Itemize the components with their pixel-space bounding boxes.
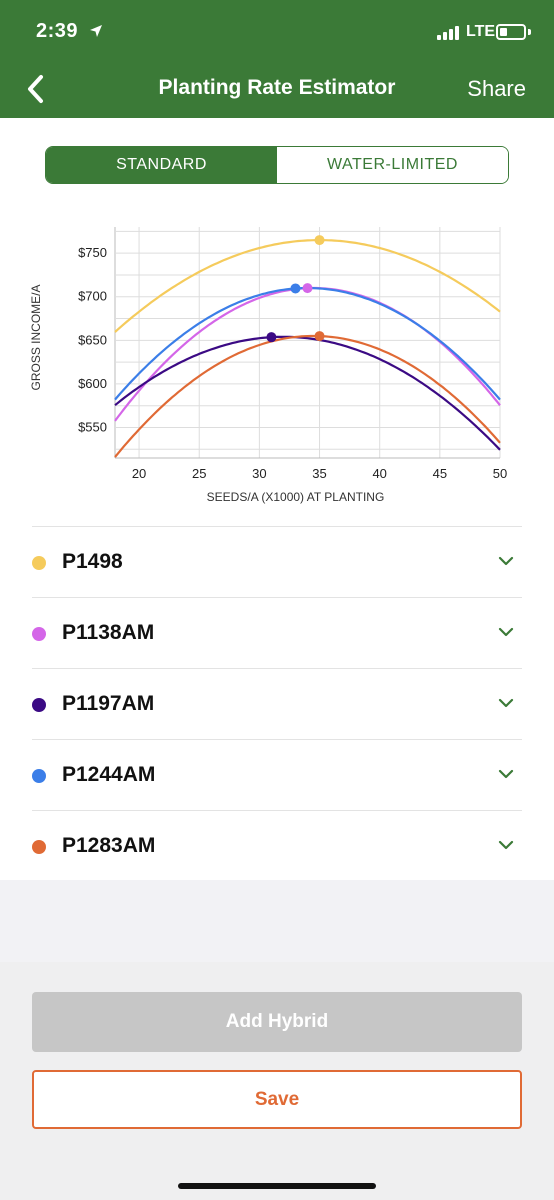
x-tick-label: 40 (372, 466, 386, 481)
x-tick-label: 30 (252, 466, 266, 481)
share-button[interactable]: Share (467, 76, 526, 101)
series-point-p1498 (314, 235, 325, 246)
series-color-dot (32, 627, 46, 641)
chevron-down-icon[interactable] (498, 697, 514, 709)
hybrid-name: P1283AM (62, 834, 156, 857)
series-color-dot (32, 556, 46, 570)
x-axis-label: SEEDS/A (X1000) AT PLANTING (207, 490, 385, 504)
y-tick-label: $750 (78, 245, 107, 260)
status-time: 2:39 (36, 20, 79, 42)
y-tick-label: $600 (78, 376, 107, 391)
x-tick-label: 20 (132, 466, 146, 481)
x-tick-label: 50 (493, 466, 507, 481)
status-bar: 2:39 LTE (0, 0, 554, 64)
mode-segmented-control: STANDARD WATER-LIMITED (45, 146, 509, 184)
series-line-p1197am (114, 335, 501, 451)
footer-spacer (0, 880, 554, 962)
series-point-p1138am (302, 283, 313, 294)
series-point-p1197am (266, 332, 277, 343)
chevron-down-icon[interactable] (498, 768, 514, 780)
battery-icon (496, 24, 526, 40)
series-color-dot (32, 840, 46, 854)
chevron-down-icon[interactable] (498, 839, 514, 851)
home-indicator (178, 1183, 376, 1189)
income-chart: 20 25 30 35 40 45 50 $550 $600 $650 $700 $750 SEEDS/… (29, 227, 507, 504)
x-tick-label: 45 (433, 466, 447, 481)
series-point-p1244am (290, 283, 301, 294)
series-point-p1283am (314, 331, 325, 342)
y-tick-label: $650 (78, 332, 107, 347)
series-line-p1498 (114, 239, 501, 333)
series-line-p1283am (114, 334, 501, 458)
network-label: LTE (466, 23, 496, 40)
location-arrow-icon (90, 25, 102, 37)
hybrid-name: P1498 (62, 550, 123, 573)
app-header: 2:39 LTE Planting Rate Estimator Share (0, 0, 554, 118)
y-axis-label: GROSS INCOME/A (29, 284, 43, 390)
list-item-p1138am[interactable]: P1138AM (32, 597, 522, 668)
signal-icon (437, 26, 463, 40)
x-tick-label: 35 (312, 466, 326, 481)
y-tick-label: $700 (78, 289, 107, 304)
series-line-p1244am (114, 286, 501, 401)
chevron-down-icon[interactable] (498, 555, 514, 567)
hybrid-name: P1138AM (62, 621, 155, 644)
list-item-p1244am[interactable]: P1244AM (32, 739, 522, 810)
list-item-p1498[interactable]: P1498 (32, 526, 522, 597)
chevron-down-icon[interactable] (498, 626, 514, 638)
back-chevron-icon[interactable] (24, 74, 48, 104)
add-hybrid-button[interactable]: Add Hybrid (32, 992, 522, 1052)
series-color-dot (32, 698, 46, 712)
list-item-p1283am[interactable]: P1283AM (32, 810, 522, 881)
x-tick-label: 25 (192, 466, 206, 481)
series-color-dot (32, 769, 46, 783)
series-line-p1138am (114, 286, 501, 422)
battery-cap (528, 29, 531, 35)
page-title: Planting Rate Estimator (158, 76, 396, 99)
hybrid-name: P1244AM (62, 763, 156, 786)
tab-water-limited[interactable]: WATER-LIMITED (277, 147, 508, 183)
y-tick-label: $550 (78, 419, 107, 434)
save-button[interactable]: Save (32, 1070, 522, 1129)
tab-standard[interactable]: STANDARD (46, 147, 277, 183)
list-item-p1197am[interactable]: P1197AM (32, 668, 522, 739)
hybrid-name: P1197AM (62, 692, 155, 715)
